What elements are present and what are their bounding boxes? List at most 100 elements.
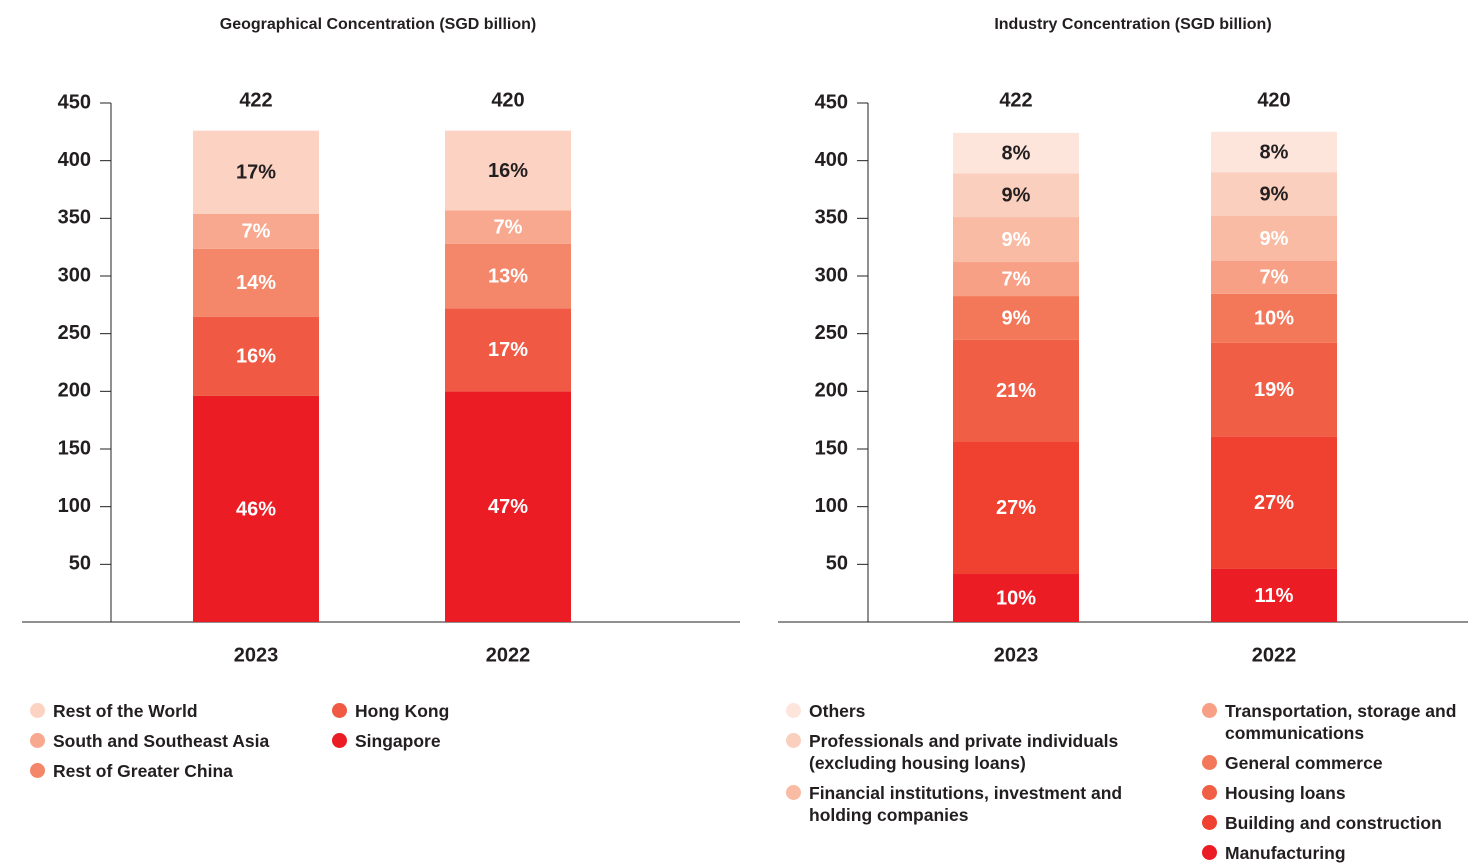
legend-item: General commerce <box>1202 752 1464 774</box>
legend-label: General commerce <box>1225 753 1383 773</box>
x-tick-label: 2022 <box>486 644 531 666</box>
bar-segment <box>445 391 571 622</box>
legend-swatch <box>1202 785 1217 800</box>
legend: Others Professionals and private individu… <box>786 700 1141 826</box>
bar-segment <box>1211 436 1337 569</box>
legend-label: Housing loans <box>1225 783 1346 803</box>
legend-swatch <box>786 785 801 800</box>
y-tick-label: 100 <box>58 495 91 517</box>
legend: Rest of the World South and Southeast Asi… <box>30 700 300 782</box>
bar-segment <box>1211 342 1337 437</box>
bar-segment <box>953 262 1079 297</box>
legend-label: Rest of Greater China <box>53 761 233 781</box>
bar-segment <box>953 339 1079 442</box>
segment-label: 17% <box>488 339 528 361</box>
legend-label: Transportation, storage and communicatio… <box>1225 701 1457 743</box>
x-tick-label: 2022 <box>1252 644 1297 666</box>
segment-label: 16% <box>236 346 276 368</box>
legend-item: Rest of the World <box>30 700 300 722</box>
bar-segment <box>193 395 319 622</box>
legend: Hong Kong Singapore <box>332 700 532 752</box>
legend-swatch <box>786 703 801 718</box>
segment-label: 8% <box>1260 141 1289 163</box>
bar-segment <box>193 248 319 317</box>
y-tick-label: 250 <box>58 322 91 344</box>
segment-label: 7% <box>494 216 523 238</box>
segment-label: 9% <box>1260 183 1289 205</box>
bar-segment <box>193 130 319 214</box>
segment-label: 7% <box>1260 267 1289 289</box>
y-tick-label: 100 <box>815 495 848 517</box>
segment-label: 8% <box>1002 142 1031 164</box>
y-tick-label: 350 <box>815 207 848 229</box>
legend-item: Others <box>786 700 1141 722</box>
bar-segment <box>193 316 319 396</box>
legend-label: Others <box>809 701 866 721</box>
legend-swatch <box>332 703 347 718</box>
segment-label: 9% <box>1260 228 1289 250</box>
segment-label: 9% <box>1002 229 1031 251</box>
legend-label: Financial institutions, investment and h… <box>809 783 1123 825</box>
bar-segment <box>953 217 1079 263</box>
legend-label: Rest of the World <box>53 701 198 721</box>
bar-segment <box>1211 216 1337 262</box>
segment-label: 47% <box>488 496 528 518</box>
y-tick-label: 450 <box>815 91 848 113</box>
bar-segment <box>445 308 571 392</box>
segment-label: 16% <box>488 160 528 182</box>
segment-label: 7% <box>1002 268 1031 290</box>
segment-label: 10% <box>1254 308 1294 330</box>
segment-label: 21% <box>996 380 1036 402</box>
legend-item: South and Southeast Asia <box>30 730 300 752</box>
legend-swatch <box>30 733 45 748</box>
chart-title: Industry Concentration (SGD billion) <box>994 16 1271 33</box>
segment-label: 17% <box>236 161 276 183</box>
bar-segment <box>445 243 571 309</box>
legend-swatch <box>1202 703 1217 718</box>
bar-segment <box>1211 131 1337 173</box>
legend-label: Hong Kong <box>355 701 450 721</box>
x-tick-label: 2023 <box>994 644 1039 666</box>
bar-segment <box>1211 568 1337 622</box>
bar-segment <box>445 210 571 244</box>
y-tick-label: 150 <box>815 437 848 459</box>
legend-swatch <box>1202 845 1217 860</box>
y-tick-label: 300 <box>58 264 91 286</box>
legend-item: Rest of Greater China <box>30 760 300 782</box>
bar-segment <box>953 132 1079 174</box>
legend-label: Singapore <box>355 731 441 751</box>
segment-label: 27% <box>996 497 1036 519</box>
legend-swatch <box>1202 755 1217 770</box>
segment-label: 19% <box>1254 379 1294 401</box>
segment-label: 14% <box>236 272 276 294</box>
y-tick-label: 350 <box>58 207 91 229</box>
bar-segment <box>1211 172 1337 217</box>
y-tick-label: 300 <box>815 264 848 286</box>
legend-label: Building and construction <box>1225 813 1442 833</box>
chart-title: Geographical Concentration (SGD billion) <box>220 16 536 33</box>
y-tick-label: 250 <box>815 322 848 344</box>
legend-item: Manufacturing <box>1202 842 1464 863</box>
legend-label: South and Southeast Asia <box>53 731 270 751</box>
legend-label: Manufacturing <box>1225 843 1346 863</box>
legend-item: Housing loans <box>1202 782 1464 804</box>
y-tick-label: 150 <box>58 437 91 459</box>
y-tick-label: 400 <box>815 149 848 171</box>
total-label: 422 <box>999 89 1032 111</box>
legend: Transportation, storage and communicatio… <box>1202 700 1464 863</box>
segment-label: 11% <box>1255 585 1294 607</box>
segment-label: 7% <box>242 221 271 243</box>
bar-segment <box>445 130 571 211</box>
segment-label: 27% <box>1254 492 1294 514</box>
bar-segment <box>953 296 1079 340</box>
y-tick-label: 50 <box>826 553 848 575</box>
segment-label: 46% <box>236 498 276 520</box>
bar-segment <box>1211 293 1337 343</box>
legend-swatch <box>1202 815 1217 830</box>
total-label: 420 <box>1257 89 1290 111</box>
total-label: 422 <box>239 89 272 111</box>
legend-item: Singapore <box>332 730 532 752</box>
bar-segment <box>1211 261 1337 294</box>
